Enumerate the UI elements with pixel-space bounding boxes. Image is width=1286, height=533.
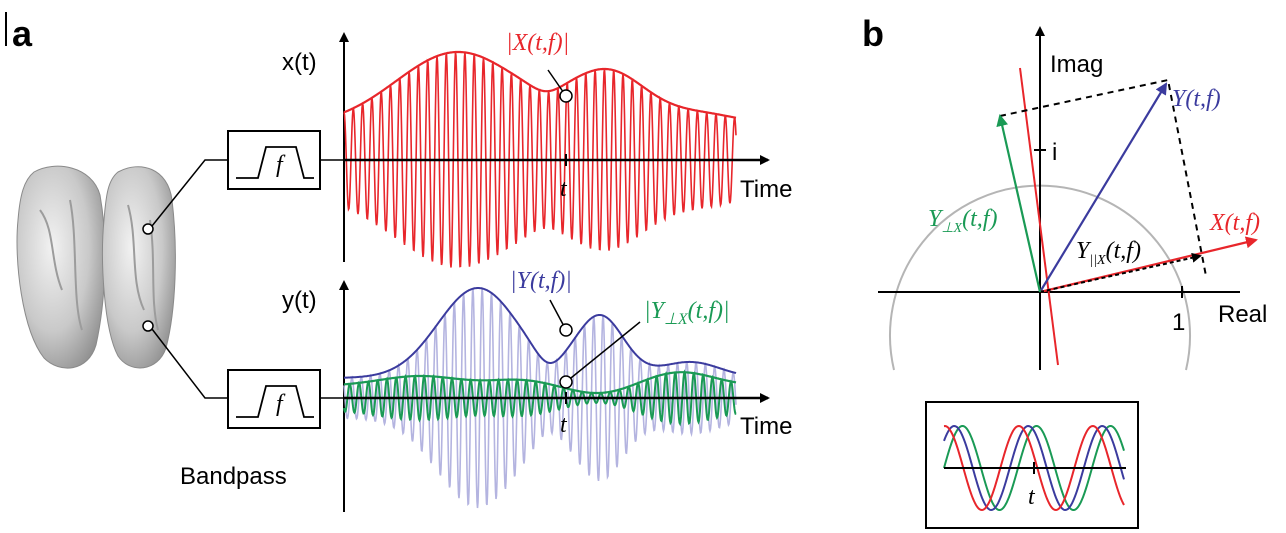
env-yperp-pre: |Y — [644, 298, 667, 324]
yperp-envelope — [343, 371, 737, 395]
bandpass-filter-bottom: f — [227, 369, 321, 429]
inset-green-wave — [943, 425, 1125, 511]
wire-bottom — [151, 328, 228, 399]
y-perp-post: (t,f) — [962, 206, 997, 232]
x-carrier-wave — [343, 52, 737, 268]
bandpass-label: Bandpass — [180, 463, 287, 490]
x-vector — [1039, 236, 1258, 294]
filter-response-top — [236, 146, 314, 179]
x-signal-group — [343, 50, 737, 268]
env-yperp-post: (t,f)| — [688, 298, 730, 324]
inset-box — [925, 401, 1139, 529]
y-parallel-main: Y — [1076, 238, 1092, 264]
x-envelope — [343, 50, 737, 119]
env-y-label: |Y(t,f)| — [510, 268, 572, 294]
y-perp-sub: ⊥X — [941, 221, 962, 236]
yperp-carrier-wave — [343, 369, 737, 427]
env-yperp-pointer — [565, 321, 641, 383]
t-label-top: t — [560, 176, 568, 202]
left-hemisphere — [16, 165, 106, 369]
y-signal-group — [343, 287, 737, 509]
env-yperp-marker — [559, 375, 573, 389]
y-vector-label: Y(t,f) — [1172, 86, 1221, 112]
time-label-bottom: Time — [740, 413, 792, 440]
x-signal-label: x(t) — [282, 49, 317, 76]
t-label-bottom: t — [560, 412, 568, 438]
filter-f-bottom: f — [276, 391, 286, 417]
inset-waves — [943, 424, 1125, 512]
y-parallel-vector — [1039, 252, 1202, 293]
wire-top — [151, 159, 228, 227]
y-vector — [1039, 82, 1168, 293]
y-carrier-wave — [343, 288, 737, 509]
env-x-label: |X(t,f)| — [506, 30, 569, 56]
filter-response-bottom — [236, 385, 314, 418]
imag-label: Imag — [1050, 51, 1103, 78]
electrode-top — [142, 223, 154, 235]
i-tick-label: i — [1052, 139, 1057, 166]
brain-illustration — [16, 159, 228, 399]
y-perp-vector — [996, 114, 1042, 293]
y-parallel-sub: ||X — [1089, 253, 1106, 268]
x-vector-label: X(t,f) — [1209, 210, 1260, 236]
y-perp-main: Y — [928, 206, 944, 232]
one-tick-label: 1 — [1172, 309, 1185, 336]
panel-a-label: a — [12, 13, 33, 54]
inset-blue-wave — [943, 424, 1125, 512]
orthogonal-line — [1019, 67, 1059, 366]
y-signal-label: y(t) — [282, 287, 317, 314]
filter-box-top — [227, 130, 321, 190]
panel-b-label: b — [862, 13, 884, 54]
time-label-top: Time — [740, 176, 792, 203]
env-y-marker — [559, 323, 573, 337]
real-label: Real — [1218, 301, 1267, 328]
env-yperp-label: |Y⊥X(t,f)| — [644, 298, 730, 328]
y-parallel-post: (t,f) — [1106, 238, 1141, 264]
filter-box-bottom — [227, 369, 321, 429]
right-hemisphere — [102, 166, 176, 369]
inset-red-wave — [943, 424, 1125, 512]
brain-sulci — [39, 199, 159, 331]
inset-t-label: t — [1028, 484, 1036, 510]
bandpass-filter-top: f — [227, 130, 321, 190]
env-x-marker — [559, 89, 573, 103]
y-envelope — [344, 287, 737, 379]
electrode-bottom — [142, 320, 154, 332]
y-parallel-label: Y||X(t,f) — [1076, 238, 1141, 268]
env-yperp-sub: ⊥X — [664, 311, 689, 328]
projection-dashes — [999, 78, 1207, 277]
y-perp-label: Y⊥X(t,f) — [928, 206, 997, 236]
filter-f-top: f — [276, 152, 286, 178]
